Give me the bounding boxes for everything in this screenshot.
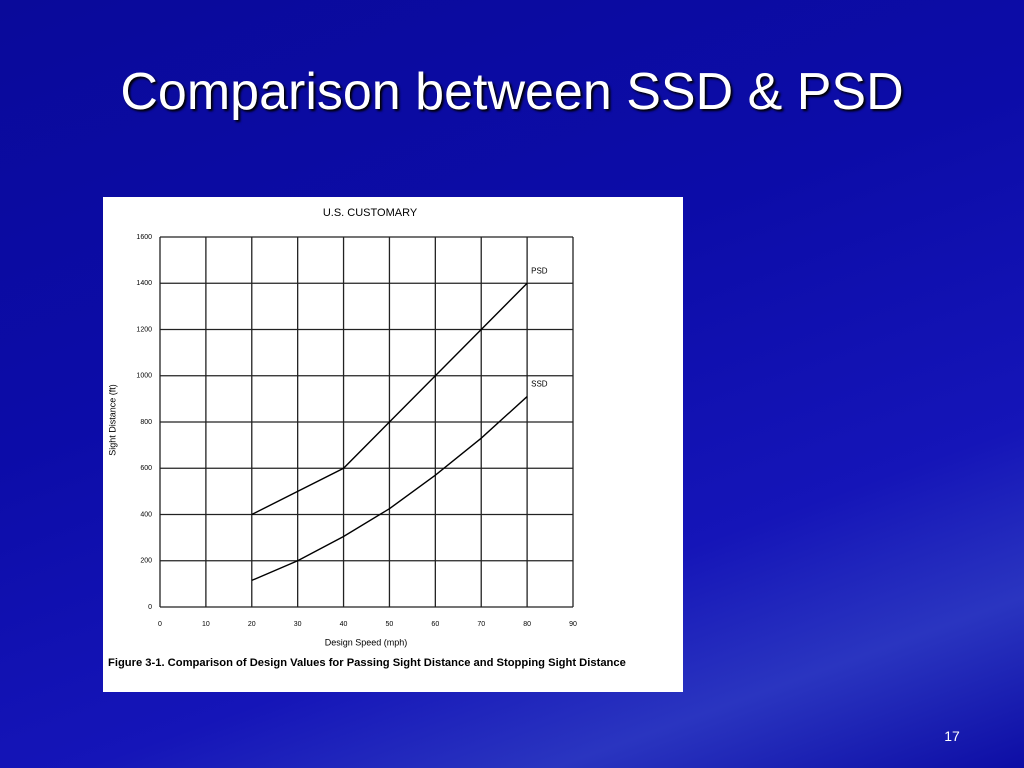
series-label: SSD [531,380,548,389]
chart-title: U.S. CUSTOMARY [323,207,418,219]
series-line [251,282,528,516]
x-axis-label: Design Speed (mph) [325,637,408,647]
chart-background [103,197,683,692]
x-tick-label: 10 [202,621,210,628]
y-tick-label: 1600 [136,234,152,241]
y-tick-label: 800 [140,419,152,426]
x-tick-label: 30 [294,621,302,628]
series-label: PSD [531,266,548,275]
x-tick-label: 80 [523,621,531,628]
x-tick-label: 0 [158,621,162,628]
y-tick-label: 1000 [136,373,152,380]
y-tick-label: 200 [140,558,152,565]
x-tick-label: 90 [569,621,577,628]
x-tick-label: 40 [340,621,348,628]
caption: Figure 3-1. Comparison of Design Values … [108,657,626,669]
page-number: 17 [944,728,960,744]
x-tick-label: 20 [248,621,256,628]
slide-title: Comparison between SSD & PSD [120,63,904,121]
y-tick-label: 600 [140,465,152,472]
x-tick-label: 50 [386,621,394,628]
series-line [251,396,528,582]
x-tick-label: 70 [477,621,485,628]
y-tick-label: 400 [140,511,152,518]
y-tick-label: 1400 [136,280,152,287]
x-tick-label: 60 [431,621,439,628]
y-axis-label: Sight Distance (ft) [107,384,117,456]
y-tick-label: 1200 [136,326,152,333]
y-tick-label: 0 [148,604,152,611]
